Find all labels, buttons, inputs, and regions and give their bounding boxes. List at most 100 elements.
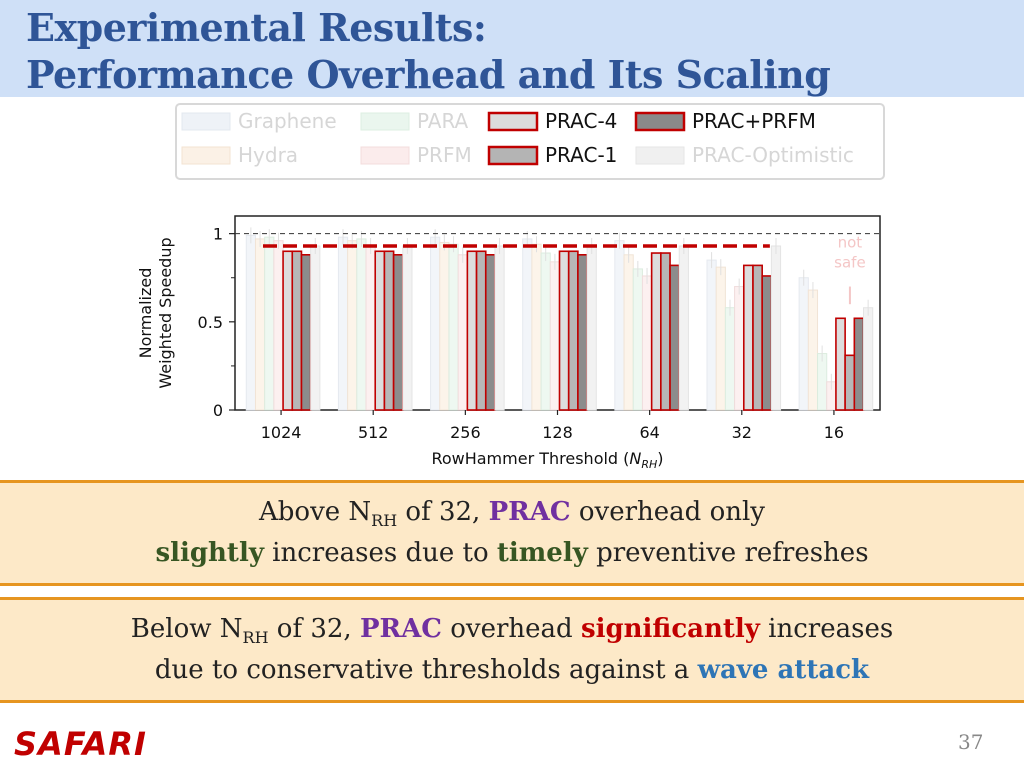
y-axis-label: NormalizedWeighted Speedup xyxy=(136,237,175,388)
observation-above-line-2: slightly increases due to timely prevent… xyxy=(0,538,1024,568)
legend-label-prac-optimistic: PRAC-Optimistic xyxy=(692,143,854,167)
bar-prac-1-64 xyxy=(660,252,671,411)
y-tick-label: 1 xyxy=(213,225,223,244)
x-tick-label: 128 xyxy=(542,423,573,442)
text-conservative: due to conservative thresholds against a xyxy=(154,655,698,685)
legend-swatch-prac-prfm xyxy=(634,111,686,132)
bar-prac-1-512 xyxy=(383,250,395,411)
bar-prfm-512 xyxy=(365,245,376,411)
bar-para-128 xyxy=(540,252,551,411)
bar-prfm-32 xyxy=(734,286,745,411)
bar-prac-prfm-512 xyxy=(392,254,404,411)
not-safe-annotation-line-2: safe xyxy=(834,254,866,272)
x-tick-label: 1024 xyxy=(261,423,302,442)
observation-above-line-1: Above NRH of 32, PRAC overhead only xyxy=(0,497,1024,530)
bar-hydra-128 xyxy=(531,243,542,411)
wave-attack-highlight: wave attack xyxy=(697,655,870,685)
text-above-overhead: overhead only xyxy=(570,497,765,527)
bar-prac-prfm-64 xyxy=(669,264,681,411)
legend-swatch-prac-1 xyxy=(487,145,539,166)
y-tick-label: 0 xyxy=(213,401,223,420)
bar-para-64 xyxy=(632,268,643,411)
bar-prac-1-32 xyxy=(752,264,763,411)
text-below-increases: increases xyxy=(759,614,894,644)
bar-prac-4-256 xyxy=(466,250,478,411)
observation-box-below: Below NRH of 32, PRAC overhead significa… xyxy=(0,597,1024,703)
bar-prac-4-512 xyxy=(374,250,386,411)
text-above-of: of 32, xyxy=(397,497,489,527)
timely-highlight: timely xyxy=(496,538,588,568)
observation-box-above: Above NRH of 32, PRAC overhead only slig… xyxy=(0,480,1024,586)
bar-prac-4-128 xyxy=(558,250,570,411)
title-band xyxy=(0,0,1024,97)
legend-swatch-hydra xyxy=(181,146,231,165)
nrh-subscript: RH xyxy=(371,511,398,531)
legend-swatch-graphene xyxy=(181,112,231,131)
legend-label-para: PARA xyxy=(417,109,469,133)
x-tick-label: 256 xyxy=(450,423,481,442)
title-line-1: Experimental Results: xyxy=(26,5,487,50)
prac-highlight: PRAC xyxy=(359,614,442,644)
legend-label-prac-prfm: PRAC+PRFM xyxy=(692,109,816,133)
x-axis-label: RowHammer Threshold (NRH) xyxy=(431,449,663,471)
bar-prac-optimistic-1024 xyxy=(310,245,321,411)
bar-prac-prfm-128 xyxy=(577,254,588,411)
bar-prac-4-32 xyxy=(742,264,754,411)
bar-prac-optimistic-256 xyxy=(494,245,505,411)
bar-prac-prfm-32 xyxy=(761,275,773,411)
bar-prac-prfm-1024 xyxy=(300,254,312,411)
bar-prac-1-128 xyxy=(567,250,579,411)
x-tick-label: 32 xyxy=(732,423,752,442)
bar-prac-4-1024 xyxy=(282,250,294,411)
legend-label-hydra: Hydra xyxy=(238,143,298,167)
bar-graphene-128 xyxy=(522,238,533,411)
bar-prac-prfm-16 xyxy=(853,317,865,411)
observation-below-line-1: Below NRH of 32, PRAC overhead significa… xyxy=(0,614,1024,647)
bar-prac-optimistic-512 xyxy=(402,245,413,411)
bar-prac-4-64 xyxy=(650,252,662,411)
bar-hydra-16 xyxy=(807,289,819,411)
nrh-subscript: RH xyxy=(242,628,269,648)
bar-prac-optimistic-128 xyxy=(586,245,597,411)
bar-prfm-256 xyxy=(457,254,468,411)
text-below-overhead: overhead xyxy=(441,614,581,644)
bar-para-32 xyxy=(724,307,736,411)
bar-prac-optimistic-64 xyxy=(678,245,689,411)
bar-graphene-512 xyxy=(337,236,349,411)
text-below-prefix: Below N xyxy=(130,614,243,644)
significantly-highlight: significantly xyxy=(580,614,760,644)
legend-frame xyxy=(175,103,885,180)
slightly-highlight: slightly xyxy=(155,538,264,568)
performance-chart: Graphene PARA PRAC-4 PRAC+PRFM Hydra PRFM PRAC… xyxy=(136,103,885,471)
bar-hydra-1024 xyxy=(254,238,266,411)
bar-hydra-64 xyxy=(623,254,634,411)
bar-prfm-64 xyxy=(641,275,653,411)
bar-graphene-256 xyxy=(430,236,441,411)
text-refreshes: preventive refreshes xyxy=(587,538,869,568)
bar-para-256 xyxy=(448,243,459,411)
legend-label-prfm: PRFM xyxy=(417,143,472,167)
page-title: Experimental Results: Performance Overhe… xyxy=(26,4,831,98)
text-increases: increases due to xyxy=(263,538,497,568)
bar-prac-1-1024 xyxy=(291,250,303,411)
legend-label-prac-4: PRAC-4 xyxy=(545,109,617,133)
y-tick-label: 0.5 xyxy=(198,313,223,332)
bar-graphene-32 xyxy=(706,259,717,411)
bar-prac-4-16 xyxy=(835,317,846,411)
bar-graphene-16 xyxy=(798,277,809,411)
bar-hydra-512 xyxy=(347,240,358,411)
bar-prfm-128 xyxy=(549,261,560,411)
text-below-of: of 32, xyxy=(268,614,360,644)
not-safe-annotation-line-1: not xyxy=(838,234,863,252)
bar-hydra-256 xyxy=(439,241,450,411)
x-tick-label: 512 xyxy=(358,423,389,442)
legend-label-prac-1: PRAC-1 xyxy=(545,143,617,167)
bar-para-1024 xyxy=(264,236,275,411)
bar-para-512 xyxy=(356,238,367,411)
bar-prfm-1024 xyxy=(273,240,284,411)
observation-below-line-2: due to conservative thresholds against a… xyxy=(0,655,1024,685)
bar-prac-1-16 xyxy=(844,354,856,411)
bar-para-16 xyxy=(817,353,828,411)
bar-prac-optimistic-16 xyxy=(863,307,874,411)
bar-graphene-64 xyxy=(614,240,625,411)
